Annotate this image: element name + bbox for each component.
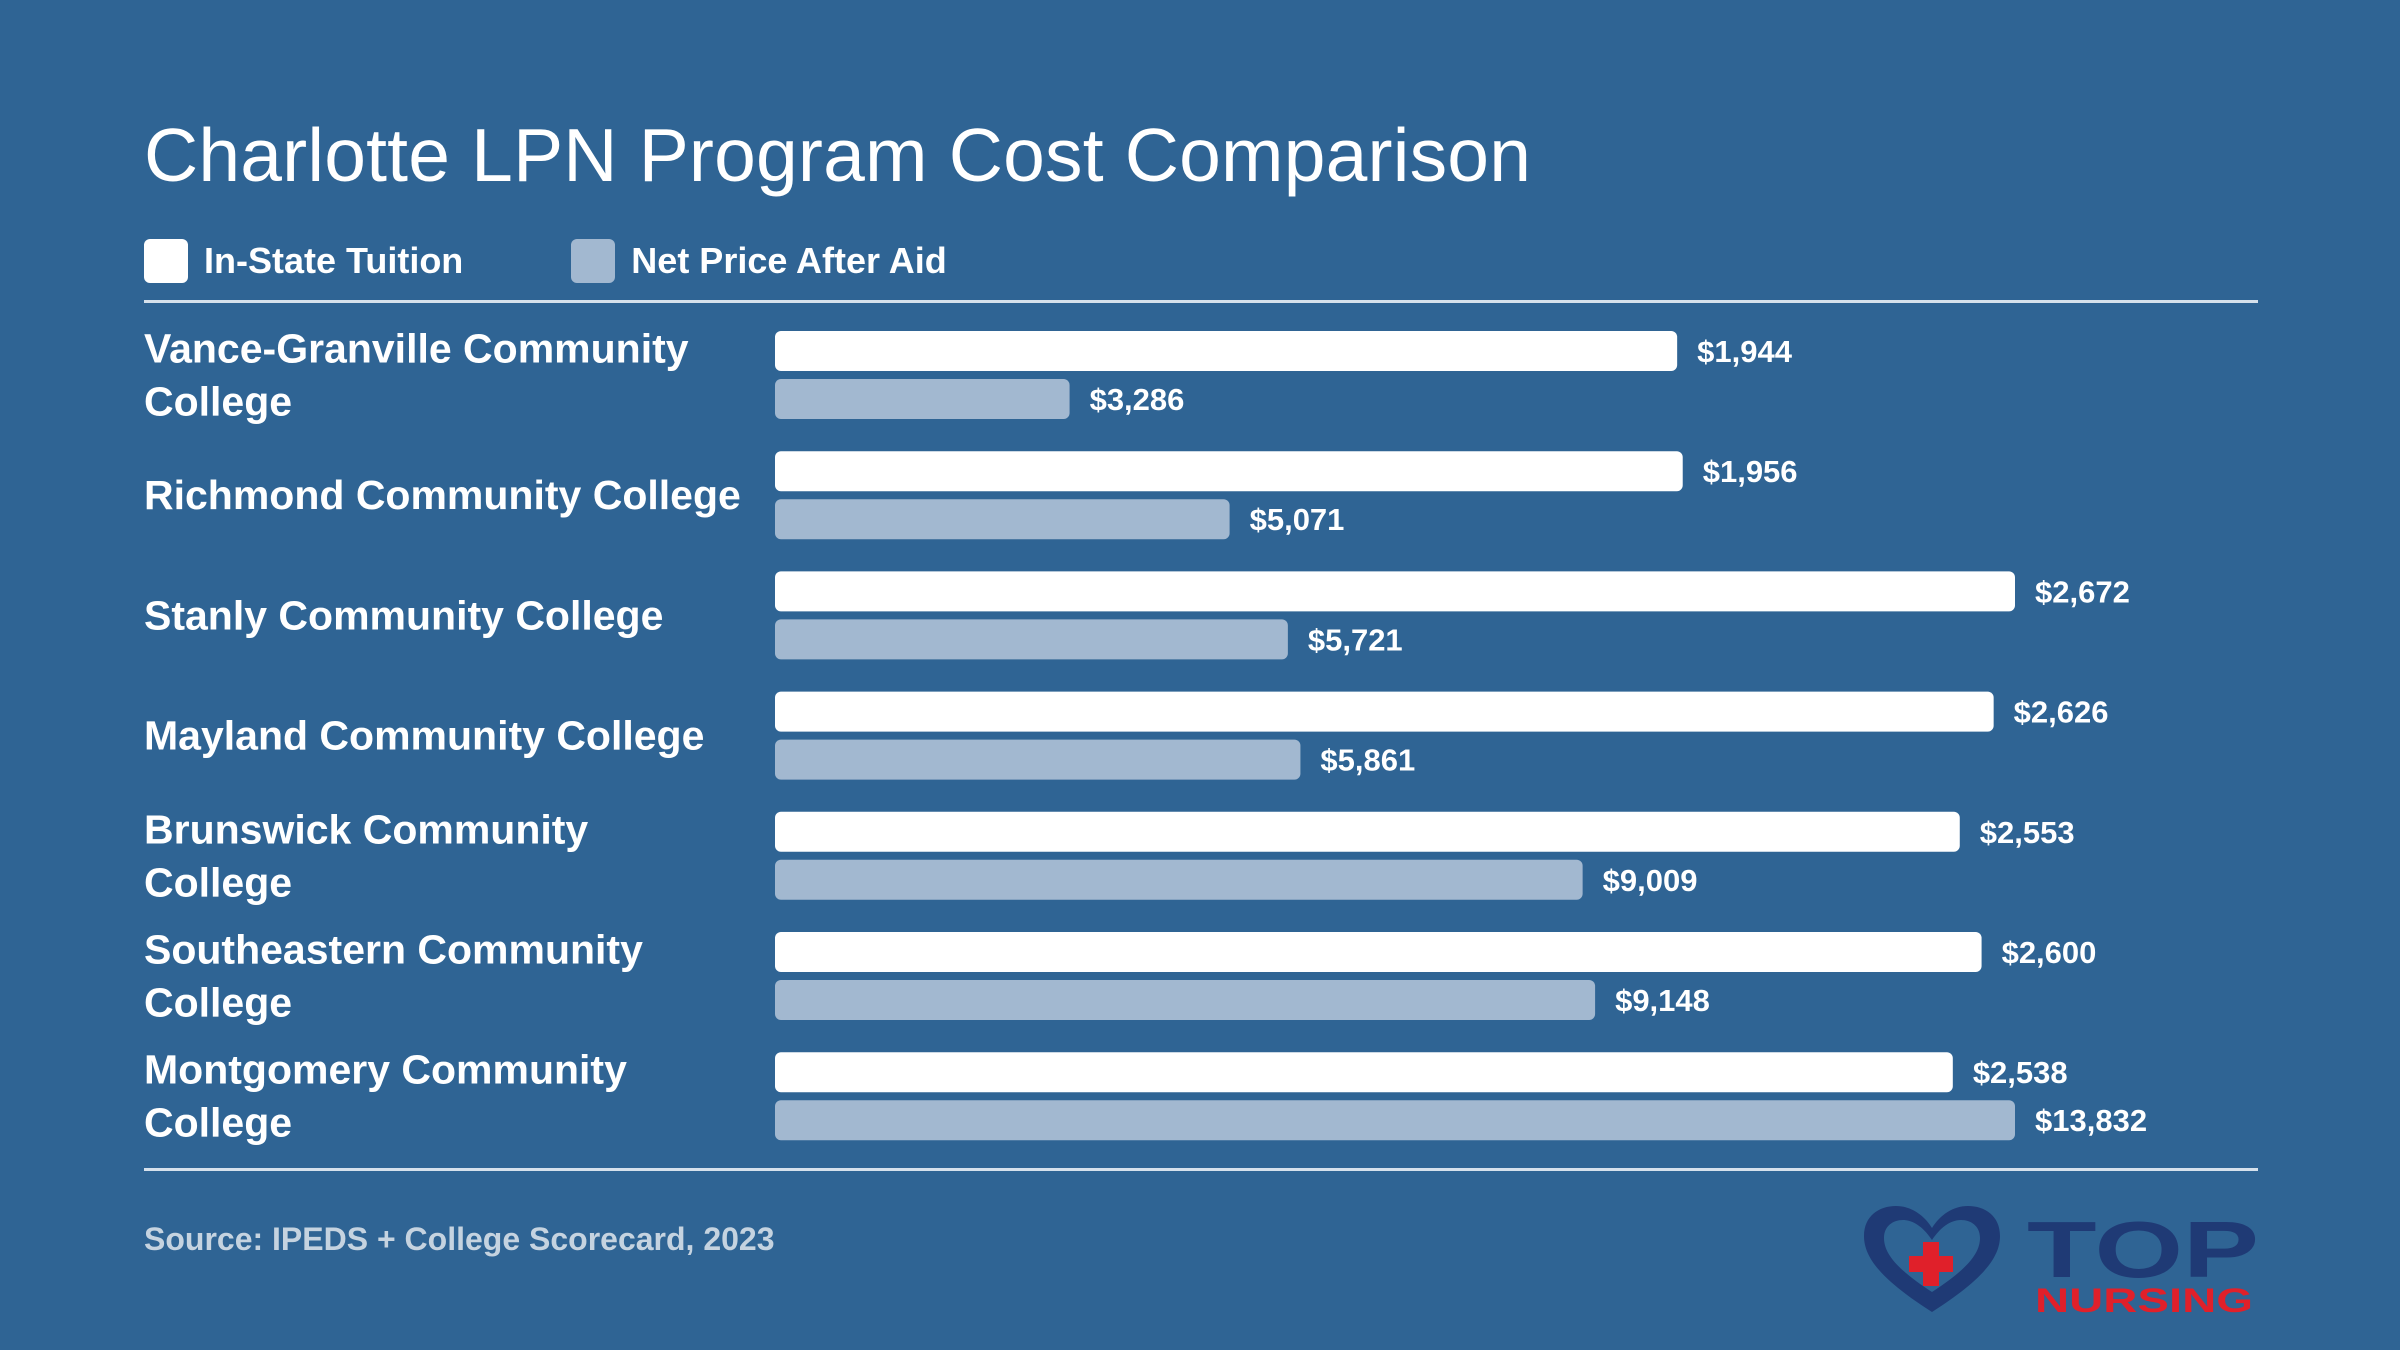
bar-tuition-4: [775, 811, 1960, 852]
value-label-net-price-3: $5,861: [1320, 743, 1415, 778]
logo-top-text: TOP: [2027, 1205, 2259, 1294]
legend-item-net-price: Net Price After Aid: [571, 239, 947, 283]
value-label-tuition-3: $2,626: [2014, 695, 2109, 730]
category-label-5: Southeastern Community College: [144, 927, 643, 1026]
bar-tuition-5: [775, 932, 1982, 972]
category-label-line: Southeastern Community: [144, 927, 643, 973]
bar-tuition-6: [775, 1052, 1953, 1093]
bar-net-price-3: [775, 739, 1301, 780]
bar-tuition-1: [775, 451, 1683, 492]
category-label-line: Richmond Community College: [144, 472, 741, 518]
value-label-tuition-4: $2,553: [1980, 815, 2075, 850]
chart-title: Charlotte LPN Program Cost Comparison: [144, 113, 1532, 197]
category-label-6: Montgomery Community College: [144, 1047, 627, 1146]
category-label-line: Brunswick Community: [144, 806, 588, 852]
legend-item-tuition: In-State Tuition: [144, 239, 463, 283]
source-note: Source: IPEDS + College Scorecard, 2023: [144, 1221, 775, 1257]
category-label-1: Richmond Community College: [144, 472, 741, 518]
value-label-net-price-4: $9,009: [1603, 863, 1698, 898]
value-label-tuition-6: $2,538: [1973, 1055, 2068, 1090]
bar-net-price-6: [775, 1100, 2015, 1141]
top-divider: [144, 300, 2258, 303]
legend: In-State Tuition Net Price After Aid: [144, 238, 1055, 284]
bar-net-price-4: [775, 859, 1583, 900]
logo-bottom-text: NURSING: [2035, 1282, 2253, 1320]
value-label-net-price-0: $3,286: [1090, 382, 1185, 417]
category-label-line: Montgomery Community: [144, 1047, 627, 1093]
plus-cross-icon: [1909, 1242, 1953, 1286]
value-label-tuition-0: $1,944: [1697, 334, 1793, 369]
legend-swatch-tuition: [144, 239, 188, 283]
category-label-line: College: [144, 859, 292, 905]
value-label-net-price-6: $13,832: [2035, 1103, 2147, 1138]
bar-net-price-5: [775, 980, 1596, 1020]
category-label-line: College: [144, 1100, 292, 1146]
bar-net-price-1: [775, 499, 1230, 540]
legend-label-tuition: In-State Tuition: [204, 240, 464, 281]
legend-label-net-price: Net Price After Aid: [631, 240, 947, 281]
category-label-0: Vance-Granville Community College: [144, 326, 689, 425]
category-label-line: Vance-Granville Community: [144, 326, 689, 372]
category-label-line: College: [144, 379, 292, 425]
category-label-line: Mayland Community College: [144, 713, 704, 759]
bottom-divider: [144, 1168, 2258, 1171]
bar-tuition-2: [775, 571, 2015, 612]
category-label-2: Stanly Community College: [144, 592, 663, 638]
bar-tuition-0: [775, 331, 1678, 371]
bar-net-price-2: [775, 619, 1288, 660]
value-label-tuition-5: $2,600: [2002, 935, 2097, 970]
category-label-3: Mayland Community College: [144, 713, 704, 759]
category-label-4: Brunswick Community College: [144, 806, 588, 905]
bar-tuition-3: [775, 691, 1994, 732]
category-label-line: Stanly Community College: [144, 592, 663, 638]
value-label-tuition-1: $1,956: [1703, 454, 1798, 489]
category-label-line: College: [144, 980, 292, 1026]
bar-net-price-0: [775, 379, 1070, 419]
value-label-tuition-2: $2,672: [2035, 574, 2130, 609]
value-label-net-price-2: $5,721: [1308, 622, 1403, 657]
legend-swatch-net-price: [571, 239, 616, 283]
value-label-net-price-5: $9,148: [1615, 983, 1710, 1018]
top-nursing-logo: TOP NURSING: [1864, 1205, 2259, 1320]
value-label-net-price-1: $5,071: [1250, 502, 1345, 537]
